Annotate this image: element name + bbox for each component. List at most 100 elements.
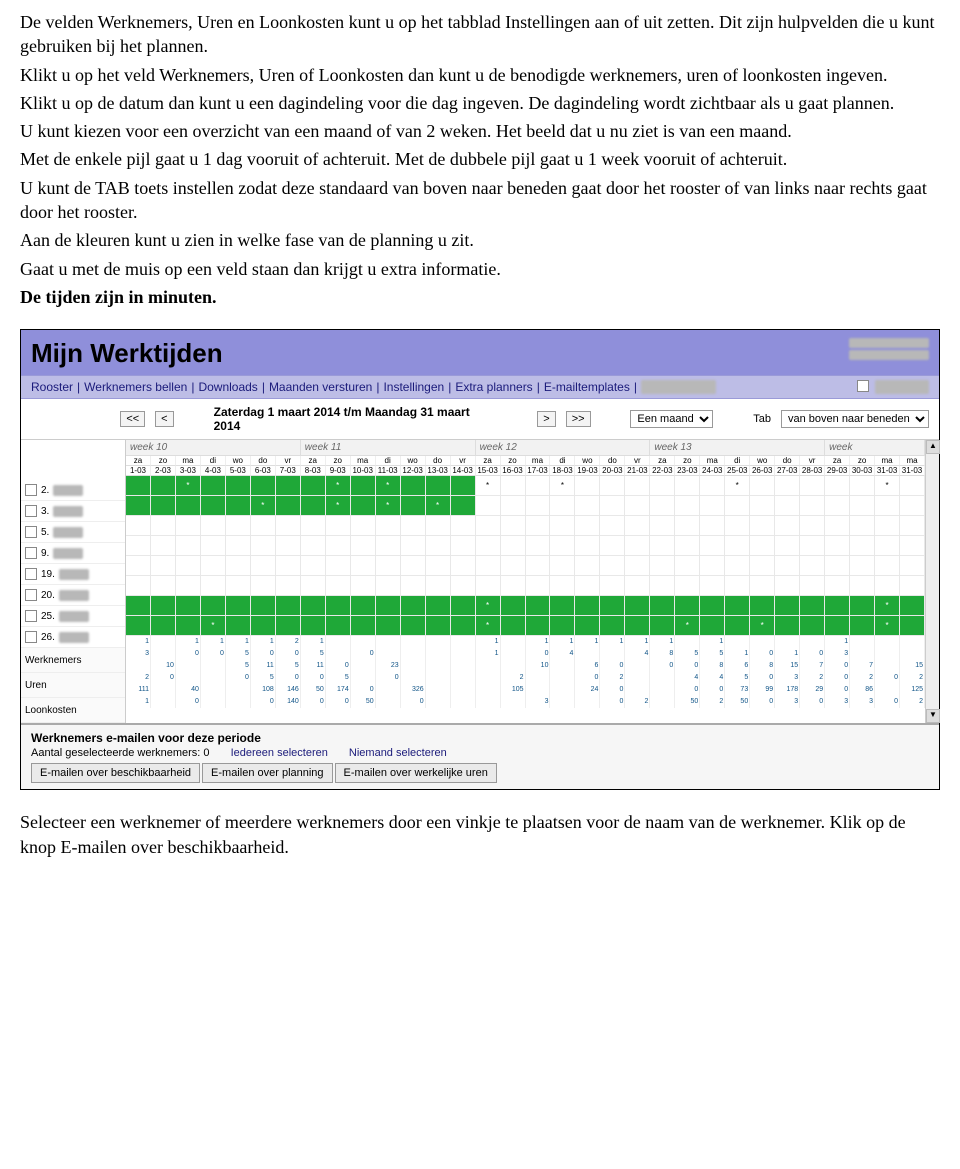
date-header[interactable]: 25-03 — [725, 466, 750, 476]
employee-checkbox[interactable] — [25, 526, 37, 538]
roster-cell[interactable]: * — [875, 596, 900, 616]
roster-cell[interactable] — [526, 476, 551, 496]
roster-cell[interactable] — [226, 616, 251, 636]
date-header[interactable]: 5-03 — [226, 466, 251, 476]
roster-cell[interactable] — [476, 496, 501, 516]
roster-cell[interactable] — [401, 476, 426, 496]
employee-checkbox[interactable] — [25, 568, 37, 580]
roster-cell[interactable] — [426, 536, 451, 556]
roster-cell[interactable] — [550, 536, 575, 556]
roster-cell[interactable] — [875, 576, 900, 596]
date-header[interactable]: 21-03 — [625, 466, 650, 476]
roster-cell[interactable] — [775, 476, 800, 496]
roster-cell[interactable] — [625, 536, 650, 556]
roster-cell[interactable] — [451, 496, 476, 516]
roster-cell[interactable] — [825, 556, 850, 576]
email-availability-button[interactable]: E-mailen over beschikbaarheid — [31, 763, 200, 783]
date-header[interactable]: 13-03 — [426, 466, 451, 476]
roster-cell[interactable] — [625, 596, 650, 616]
roster-cell[interactable] — [251, 516, 276, 536]
nav-day-fwd-button[interactable]: > — [537, 411, 555, 427]
roster-cell[interactable] — [301, 556, 326, 576]
roster-cell[interactable] — [725, 616, 750, 636]
roster-cell[interactable] — [775, 516, 800, 536]
date-header[interactable]: 10-03 — [351, 466, 376, 476]
roster-cell[interactable] — [600, 516, 625, 536]
roster-cell[interactable] — [326, 516, 351, 536]
date-header[interactable]: 26-03 — [750, 466, 775, 476]
date-header[interactable]: 24-03 — [700, 466, 725, 476]
roster-cell[interactable] — [725, 536, 750, 556]
roster-cell[interactable] — [126, 496, 151, 516]
roster-cell[interactable] — [600, 496, 625, 516]
roster-cell[interactable] — [176, 516, 201, 536]
employee-checkbox[interactable] — [25, 631, 37, 643]
roster-cell[interactable] — [700, 616, 725, 636]
roster-cell[interactable] — [850, 616, 875, 636]
nav-link[interactable]: E-mailtemplates — [544, 380, 630, 394]
roster-cell[interactable] — [550, 496, 575, 516]
roster-cell[interactable] — [650, 516, 675, 536]
roster-cell[interactable] — [251, 476, 276, 496]
roster-cell[interactable] — [401, 596, 426, 616]
roster-cell[interactable] — [301, 616, 326, 636]
roster-cell[interactable] — [151, 616, 176, 636]
roster-cell[interactable] — [825, 576, 850, 596]
roster-cell[interactable] — [126, 476, 151, 496]
nav-week-fwd-button[interactable]: >> — [566, 411, 591, 427]
date-header[interactable]: 22-03 — [650, 466, 675, 476]
roster-cell[interactable] — [126, 596, 151, 616]
roster-cell[interactable] — [775, 576, 800, 596]
scroll-up-icon[interactable]: ▲ — [926, 440, 940, 454]
roster-cell[interactable] — [725, 556, 750, 576]
roster-cell[interactable] — [501, 476, 526, 496]
email-planning-button[interactable]: E-mailen over planning — [202, 763, 333, 783]
summary-label[interactable]: Uren — [21, 673, 125, 698]
roster-cell[interactable] — [800, 536, 825, 556]
roster-cell[interactable] — [276, 576, 301, 596]
roster-cell[interactable] — [675, 496, 700, 516]
roster-cell[interactable] — [675, 536, 700, 556]
roster-cell[interactable] — [775, 596, 800, 616]
roster-cell[interactable] — [126, 576, 151, 596]
roster-cell[interactable] — [276, 616, 301, 636]
roster-cell[interactable] — [575, 576, 600, 596]
roster-cell[interactable] — [625, 496, 650, 516]
roster-cell[interactable] — [625, 576, 650, 596]
date-header[interactable]: 6-03 — [251, 466, 276, 476]
roster-cell[interactable] — [900, 616, 925, 636]
roster-cell[interactable] — [800, 616, 825, 636]
roster-cell[interactable] — [700, 536, 725, 556]
roster-cell[interactable] — [526, 576, 551, 596]
roster-cell[interactable] — [875, 536, 900, 556]
roster-cell[interactable] — [426, 476, 451, 496]
roster-cell[interactable] — [825, 516, 850, 536]
roster-cell[interactable] — [176, 576, 201, 596]
roster-cell[interactable] — [251, 596, 276, 616]
roster-cell[interactable] — [700, 516, 725, 536]
roster-cell[interactable] — [501, 576, 526, 596]
date-header[interactable]: 19-03 — [575, 466, 600, 476]
tab-direction-select[interactable]: van boven naar beneden — [781, 410, 929, 428]
roster-cell[interactable] — [650, 476, 675, 496]
nav-link[interactable]: Downloads — [198, 380, 257, 394]
date-header[interactable]: 2-03 — [151, 466, 176, 476]
roster-cell[interactable] — [201, 496, 226, 516]
roster-cell[interactable] — [650, 536, 675, 556]
roster-cell[interactable] — [201, 476, 226, 496]
roster-cell[interactable]: * — [476, 476, 501, 496]
date-header[interactable]: 23-03 — [675, 466, 700, 476]
roster-cell[interactable] — [675, 556, 700, 576]
roster-cell[interactable] — [351, 516, 376, 536]
roster-cell[interactable] — [550, 596, 575, 616]
roster-cell[interactable] — [501, 596, 526, 616]
roster-cell[interactable] — [675, 476, 700, 496]
roster-cell[interactable] — [151, 476, 176, 496]
nav-link[interactable]: Instellingen — [383, 380, 444, 394]
roster-cell[interactable]: * — [201, 616, 226, 636]
roster-cell[interactable]: * — [426, 496, 451, 516]
date-header[interactable]: 1-03 — [126, 466, 151, 476]
roster-cell[interactable] — [850, 516, 875, 536]
roster-cell[interactable] — [501, 616, 526, 636]
roster-cell[interactable] — [476, 576, 501, 596]
